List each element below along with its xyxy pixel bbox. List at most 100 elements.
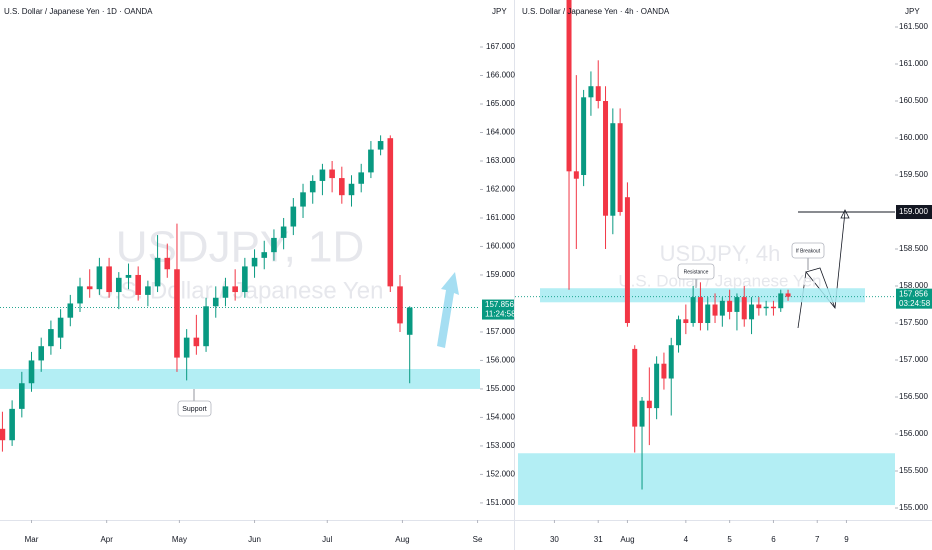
y-tick-label: 159.500 bbox=[899, 170, 928, 179]
candle-body bbox=[164, 257, 171, 270]
y-tick-label: 153.000 bbox=[486, 441, 515, 450]
x-tick-label: 31 bbox=[594, 535, 603, 544]
candle-body bbox=[77, 286, 83, 304]
chart-panel: USDJPY, 1D U.S. Dollar / Japanese Yen 151.… bbox=[0, 7, 516, 544]
y-tick-label: 167.000 bbox=[486, 42, 515, 51]
candle-body bbox=[573, 171, 579, 179]
candle-body bbox=[135, 274, 141, 295]
y-tick-label: 160.500 bbox=[899, 96, 928, 105]
candle-body bbox=[595, 86, 601, 102]
candle-body bbox=[329, 169, 335, 179]
candle-body bbox=[603, 101, 609, 216]
candle-body bbox=[617, 123, 623, 213]
candle-body bbox=[785, 293, 791, 297]
y-tick-label: 164.000 bbox=[486, 128, 515, 137]
x-tick-label: Se bbox=[473, 535, 483, 544]
y-tick-label: 162.000 bbox=[486, 185, 515, 194]
last-price-label: 157.856 bbox=[899, 289, 928, 298]
candle-body bbox=[683, 319, 689, 324]
candle-body bbox=[588, 86, 594, 98]
candle-body bbox=[57, 317, 64, 338]
y-tick-label: 159.000 bbox=[486, 270, 515, 279]
target-label: 159.000 bbox=[899, 207, 928, 216]
candle-body bbox=[67, 303, 74, 318]
y-tick-label: 151.000 bbox=[486, 498, 515, 507]
candle-body bbox=[193, 337, 200, 347]
last-price-box bbox=[482, 299, 514, 320]
candle-body bbox=[212, 297, 219, 307]
candle-body bbox=[676, 319, 682, 346]
candle-body bbox=[9, 408, 15, 441]
currency-label: JPY bbox=[905, 7, 920, 16]
y-tick-label: 157.500 bbox=[899, 318, 928, 327]
x-tick-label: 5 bbox=[727, 535, 732, 544]
candle-body bbox=[387, 138, 394, 287]
candle-body bbox=[632, 348, 638, 427]
candle-body bbox=[154, 257, 161, 287]
chart-panel: USDJPY, 4h U.S. Dollar / Japanese Yen 155.… bbox=[515, 0, 932, 544]
candle-body bbox=[581, 97, 587, 176]
candle-body bbox=[697, 297, 703, 324]
candle-body bbox=[0, 428, 6, 441]
y-tick-label: 163.000 bbox=[486, 156, 515, 165]
candle-body bbox=[106, 266, 112, 293]
candle-body bbox=[348, 183, 355, 196]
y-tick-label: 156.000 bbox=[486, 356, 515, 365]
price-zone bbox=[0, 368, 480, 389]
candle-body bbox=[624, 197, 630, 324]
candle-body bbox=[145, 286, 151, 295]
countdown-label: 03:24:58 bbox=[899, 299, 931, 308]
annotation-label: If Breakout bbox=[796, 248, 821, 254]
candle-body bbox=[203, 306, 209, 347]
price-zone bbox=[540, 288, 865, 303]
y-tick-label: 160.000 bbox=[486, 242, 515, 251]
y-tick-label: 156.500 bbox=[899, 392, 928, 401]
candle-body bbox=[712, 304, 718, 316]
candle-body bbox=[705, 304, 711, 324]
x-tick-label: 9 bbox=[844, 535, 849, 544]
y-tick-label: 155.000 bbox=[899, 503, 928, 512]
candle-body bbox=[86, 286, 93, 290]
candle-body bbox=[183, 337, 190, 358]
candle-body bbox=[300, 192, 306, 207]
candle-body bbox=[368, 149, 374, 173]
candle-body bbox=[690, 297, 696, 324]
x-tick-label: Aug bbox=[620, 535, 634, 544]
candle-body bbox=[763, 306, 769, 309]
candle-body bbox=[734, 297, 740, 312]
candle-body bbox=[174, 269, 180, 358]
y-tick-label: 156.000 bbox=[899, 429, 928, 438]
candle-body bbox=[125, 274, 132, 278]
last-price-box bbox=[896, 288, 932, 309]
candle-body bbox=[280, 226, 287, 238]
candle-body bbox=[719, 300, 725, 316]
plot-area: USDJPY, 1D U.S. Dollar / Japanese Yen bbox=[0, 135, 480, 452]
chart-title: U.S. Dollar / Japanese Yen · 4h · OANDA bbox=[522, 7, 670, 16]
x-tick-label: 7 bbox=[815, 535, 820, 544]
y-tick-label: 161.000 bbox=[486, 213, 515, 222]
candle-body bbox=[115, 277, 122, 293]
candle-body bbox=[406, 307, 413, 335]
watermark: USDJPY, 1D bbox=[116, 223, 365, 272]
x-tick-label: 6 bbox=[771, 535, 776, 544]
x-tick-label: 4 bbox=[684, 535, 689, 544]
candle-body bbox=[232, 286, 238, 293]
candle-body bbox=[668, 345, 674, 379]
plot-area: USDJPY, 4h U.S. Dollar / Japanese Yen bbox=[515, 0, 895, 506]
candle-body bbox=[654, 363, 660, 409]
candle-body bbox=[727, 300, 733, 312]
candle-body bbox=[639, 400, 645, 427]
candle-body bbox=[358, 172, 365, 184]
candle-body bbox=[48, 329, 54, 347]
y-tick-label: 161.500 bbox=[899, 22, 928, 31]
y-tick-label: 157.000 bbox=[899, 355, 928, 364]
y-tick-label: 160.000 bbox=[899, 133, 928, 142]
annotation-box bbox=[791, 242, 825, 259]
annotation-box bbox=[177, 400, 212, 417]
projection-arrowhead bbox=[840, 209, 850, 219]
price-zone bbox=[518, 453, 895, 506]
candle-body bbox=[242, 266, 248, 293]
candle-body bbox=[646, 400, 652, 409]
candle-body bbox=[778, 293, 784, 309]
